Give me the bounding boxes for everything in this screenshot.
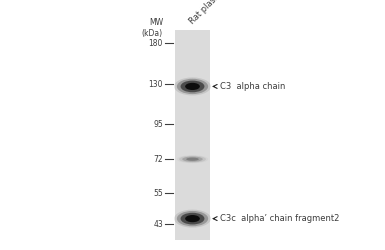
Ellipse shape — [177, 79, 208, 94]
Text: C3  alpha chain: C3 alpha chain — [213, 82, 285, 91]
Ellipse shape — [174, 78, 211, 96]
Text: 130: 130 — [149, 80, 163, 89]
Ellipse shape — [185, 215, 200, 222]
Ellipse shape — [186, 158, 199, 161]
Ellipse shape — [181, 213, 204, 224]
Ellipse shape — [185, 83, 200, 90]
Ellipse shape — [177, 211, 208, 226]
Text: 180: 180 — [149, 39, 163, 48]
Text: 55: 55 — [153, 189, 163, 198]
Text: Rat plasma: Rat plasma — [187, 0, 227, 26]
Text: 95: 95 — [153, 120, 163, 129]
Text: 72: 72 — [153, 155, 163, 164]
Ellipse shape — [177, 155, 208, 163]
Ellipse shape — [182, 156, 203, 162]
Text: MW
(kDa): MW (kDa) — [142, 18, 163, 38]
Text: 43: 43 — [153, 220, 163, 229]
Ellipse shape — [181, 80, 204, 92]
Ellipse shape — [179, 156, 206, 162]
Text: C3c  alpha’ chain fragment2: C3c alpha’ chain fragment2 — [213, 214, 339, 223]
Ellipse shape — [174, 210, 211, 228]
Bar — [175, 30, 210, 240]
